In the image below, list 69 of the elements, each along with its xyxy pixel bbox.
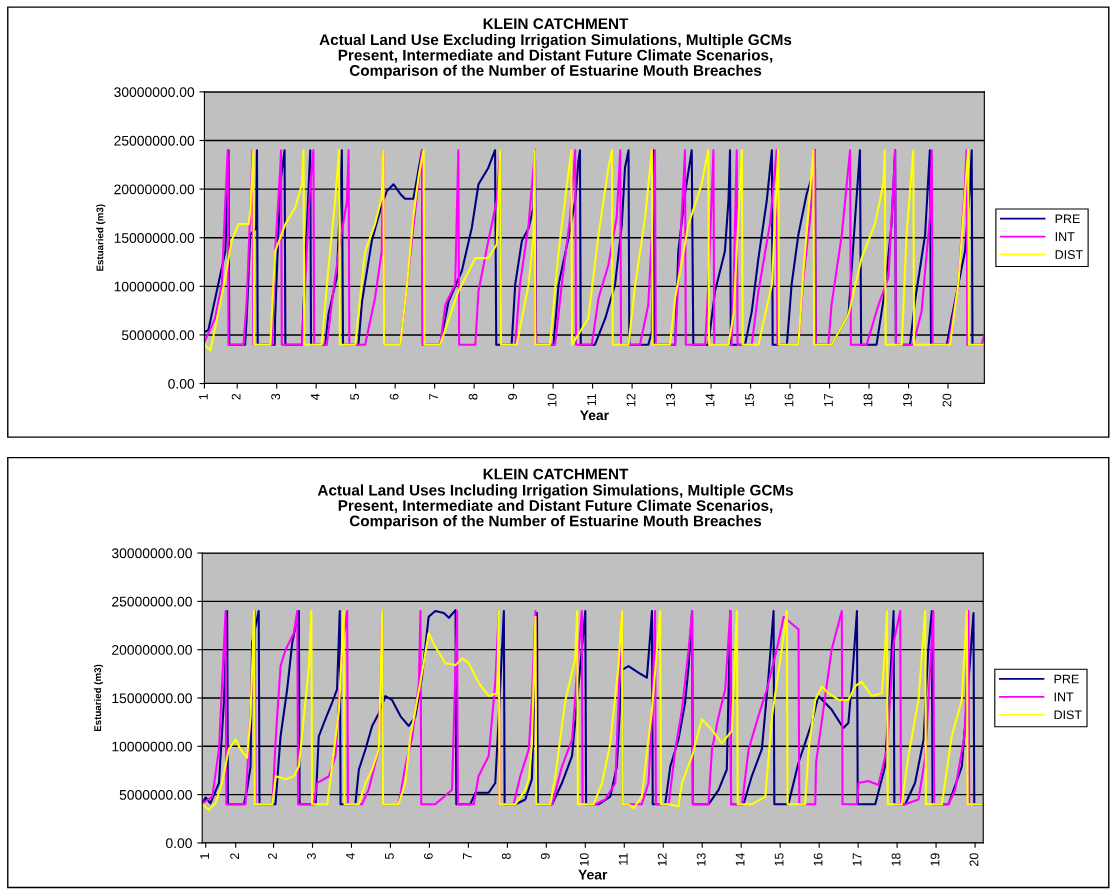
x-tick-label: 6 [389,393,399,400]
y-tick-label: 25000000.00 [112,596,192,607]
x-tick-label: 7 [429,393,438,400]
y-tick-label: 10000000.00 [112,741,192,752]
x-tick-label: 1 [199,393,208,400]
y-tick-label: 0.00 [165,838,192,849]
chart-subtitle: Actual Land Use Excluding Irrigation Simulations, Multiple GCMs Present, Intermediate and Distant Future Climate Scenarios, Comparison of the Number of Estuarine Mouth Breaches [319,33,792,79]
legend-label: DIST [1055,250,1083,259]
legend-label: DIST [1054,710,1082,720]
x-tick-label: 17 [852,853,862,866]
x-axis-title: Year [578,869,608,880]
x-tick-label: 9 [508,393,517,400]
chart-title: KLEIN CATCHMENT [483,18,629,30]
x-tick-label: 12 [657,853,667,866]
x-tick-label: 6 [423,853,433,859]
y-tick-label: 15000000.00 [112,693,192,704]
x-tick-label: 18 [891,853,901,866]
x-tick-label: 10 [579,853,589,866]
y-tick-label: 15000000.00 [114,233,195,243]
x-tick-label: 2 [268,853,277,859]
legend-label: INT [1055,232,1075,241]
x-tick-label: 16 [813,853,823,866]
x-tick-label: 20 [942,393,952,407]
x-tick-label: 14 [735,853,745,866]
legend-label: INT [1054,692,1074,702]
x-axis-title: Year [579,410,609,421]
x-tick-label: 15 [745,393,754,407]
x-tick-label: 7 [463,853,472,859]
y-tick-label: 20000000.00 [114,184,195,195]
x-tick-label: 5 [385,853,394,860]
x-tick-label: 19 [903,393,912,407]
y-tick-label: 25000000.00 [114,135,195,146]
x-tick-label: 11 [587,393,596,406]
chart-title: KLEIN CATCHMENT [483,468,629,480]
x-tick-label: 9 [540,853,550,860]
y-tick-label: 20000000.00 [112,645,192,655]
x-tick-label: 3 [307,853,316,860]
y-tick-label: 10000000.00 [114,281,195,292]
x-tick-label: 3 [271,393,281,400]
x-tick-label: 4 [346,853,355,860]
x-tick-label: 2 [230,853,239,859]
x-tick-label: 13 [666,393,675,407]
y-tick-label: 30000000.00 [114,87,195,98]
x-tick-label: 5 [350,393,360,400]
chart-subtitle: Actual Land Uses Including Irrigation Simulations, Multiple GCMs Present, Intermediate and Distant Future Climate Scenarios, Comparison of the Number of Estuarine Mouth Breaches [317,484,793,530]
y-axis-title: Estuaried (m3) [93,664,104,732]
x-tick-label: 8 [501,853,511,860]
x-tick-label: 8 [468,393,478,400]
x-tick-label: 16 [784,393,794,407]
y-tick-label: 0.00 [168,378,195,389]
x-tick-label: 14 [705,393,715,407]
x-tick-label: 4 [310,393,320,400]
y-tick-label: 5000000.00 [121,330,195,341]
x-tick-label: 19 [930,853,940,866]
x-tick-label: 2 [231,393,241,400]
x-tick-label: 1 [200,853,209,859]
x-tick-label: 20 [969,853,979,866]
x-tick-label: 12 [626,393,636,407]
x-tick-label: 10 [547,393,557,407]
x-tick-label: 11 [618,853,628,865]
y-tick-label: 30000000.00 [111,548,192,559]
y-tick-label: 5000000.00 [119,789,192,800]
x-tick-label: 15 [774,853,784,866]
y-axis-title: Estuaried (m3) [96,204,106,271]
x-tick-label: 17 [824,393,833,407]
x-tick-label: 18 [863,393,873,407]
x-tick-label: 13 [696,853,706,866]
legend-label: PRE [1055,214,1080,224]
legend-label: PRE [1054,674,1079,684]
